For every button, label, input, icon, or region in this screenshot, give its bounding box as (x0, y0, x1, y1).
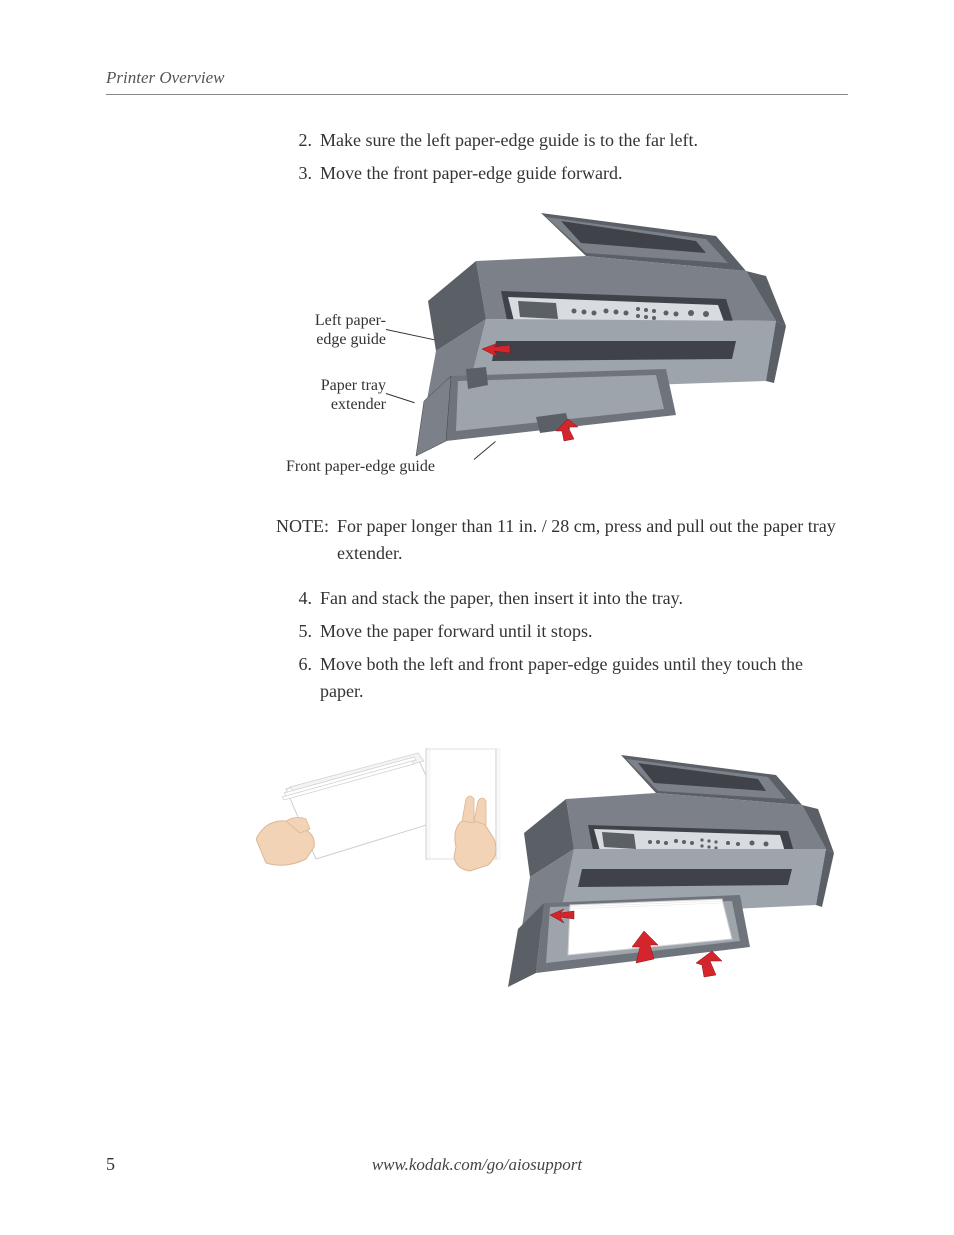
note: NOTE: For paper longer than 11 in. / 28 … (276, 513, 848, 567)
step-text: Move the front paper-edge guide forward. (320, 160, 848, 187)
callout-tray-extender: Paper trayextender (266, 376, 386, 414)
step-item: 3. Move the front paper-edge guide forwa… (286, 160, 848, 187)
hands-printer-illustration (256, 729, 836, 1049)
step-item: 5. Move the paper forward until it stops… (286, 618, 848, 645)
step-text: Fan and stack the paper, then insert it … (320, 585, 848, 612)
step-num: 3. (286, 160, 312, 187)
step-text: Move the paper forward until it stops. (320, 618, 848, 645)
step-num: 5. (286, 618, 312, 645)
main-content: 2. Make sure the left paper-edge guide i… (106, 127, 848, 1049)
footer-url: www.kodak.com/go/aiosupport (0, 1155, 954, 1175)
figure-printer-callouts: Left paper-edge guide Paper trayextender… (266, 201, 826, 491)
note-text: For paper longer than 11 in. / 28 cm, pr… (337, 513, 848, 567)
step-item: 2. Make sure the left paper-edge guide i… (286, 127, 848, 154)
note-label: NOTE: (276, 513, 329, 567)
figure-hands-printer (256, 729, 816, 1049)
step-text: Move both the left and front paper-edge … (320, 651, 848, 705)
callout-left-guide: Left paper-edge guide (266, 311, 386, 349)
step-num: 2. (286, 127, 312, 154)
step-item: 4. Fan and stack the paper, then insert … (286, 585, 848, 612)
step-text: Make sure the left paper-edge guide is t… (320, 127, 848, 154)
step-num: 6. (286, 651, 312, 705)
printer-illustration (406, 201, 806, 481)
header-title: Printer Overview (106, 68, 848, 95)
step-item: 6. Move both the left and front paper-ed… (286, 651, 848, 705)
step-num: 4. (286, 585, 312, 612)
